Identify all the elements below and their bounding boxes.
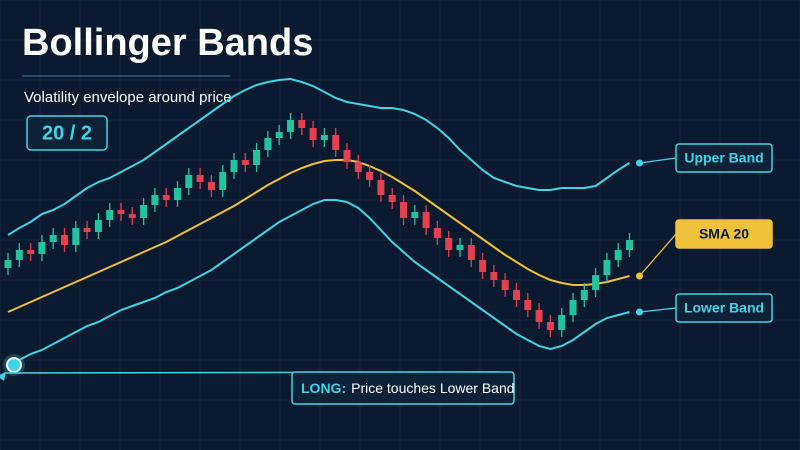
- candle-body: [15, 250, 23, 260]
- badge: 20 / 2: [42, 122, 92, 144]
- candle-body: [61, 235, 68, 245]
- legend-label: SMA 20: [699, 226, 749, 242]
- candle-body: [94, 220, 102, 232]
- candle-body: [433, 228, 441, 238]
- candle-body: [411, 212, 419, 218]
- candle-body: [546, 322, 554, 330]
- candle-body: [309, 128, 317, 140]
- candle-body: [151, 195, 159, 205]
- candle-body: [422, 212, 430, 228]
- candle-body: [38, 242, 46, 254]
- candle-body: [524, 300, 532, 310]
- candle-body: [456, 245, 464, 250]
- bands: [7, 77, 631, 366]
- candle-body: [106, 210, 114, 220]
- candle-body: [569, 300, 577, 315]
- candle-body: [343, 150, 351, 162]
- touch-point: [6, 357, 22, 373]
- legend-box: [675, 143, 773, 173]
- candle-body: [264, 138, 272, 150]
- candle-body: [185, 175, 193, 188]
- candle-body: [49, 235, 57, 242]
- annotation: LONG: Price touches Lower Band: [301, 380, 515, 396]
- annotation-text: Price touches Lower Band: [351, 380, 514, 396]
- candle-body: [626, 240, 633, 250]
- legend-box: [675, 293, 773, 323]
- annotation-label: LONG:: [301, 380, 346, 396]
- candle-body: [27, 250, 35, 254]
- candle-body: [513, 290, 520, 300]
- candle-body: [287, 120, 294, 132]
- candle-body: [400, 202, 407, 218]
- badge-box: [26, 115, 108, 151]
- candle-body: [140, 205, 148, 218]
- legend-dot: [636, 308, 643, 316]
- legend-label: Upper Band: [684, 150, 763, 166]
- legend-label: Lower Band: [684, 300, 764, 316]
- candle-body: [535, 310, 543, 322]
- candle-body: [128, 214, 136, 218]
- candle-body: [196, 175, 204, 182]
- candle-body: [501, 280, 509, 290]
- candle-body: [174, 188, 181, 200]
- candle-body: [377, 180, 385, 195]
- band-line: [7, 77, 631, 236]
- candle-body: [320, 135, 328, 140]
- chart-title: Bollinger Bands: [22, 22, 313, 64]
- annotation-box: [291, 371, 515, 405]
- candle-body: [207, 182, 215, 190]
- candle-body: [490, 272, 498, 280]
- candle-body: [117, 210, 125, 214]
- candle-body: [83, 228, 91, 232]
- legend-box: [675, 219, 773, 249]
- candle-body: [479, 260, 487, 272]
- legend-dot: [636, 159, 643, 167]
- band-line: [7, 159, 630, 313]
- candle-body: [230, 160, 238, 172]
- candle-body: [298, 120, 306, 128]
- legend-connector: [639, 157, 677, 164]
- candle-body: [366, 172, 374, 180]
- candle-body: [580, 290, 588, 300]
- legend-connector: [639, 233, 677, 277]
- legend-connector: [639, 307, 677, 313]
- candle-body: [275, 132, 283, 138]
- candle-body: [558, 315, 566, 330]
- candle-body: [614, 250, 622, 260]
- legend-dot: [636, 272, 643, 280]
- candle-body: [4, 260, 12, 268]
- candle-body: [467, 245, 475, 260]
- candle-body: [592, 275, 600, 290]
- candle-body: [72, 228, 80, 245]
- band-line: [7, 199, 630, 366]
- candle-body: [219, 172, 227, 190]
- candle-body: [162, 195, 170, 200]
- candle-body: [241, 160, 249, 165]
- chart-subtitle: Volatility envelope around price: [24, 89, 232, 106]
- candle-body: [354, 162, 362, 172]
- candle-body: [603, 260, 611, 275]
- candle-body: [445, 238, 453, 250]
- arrow-head: [0, 372, 6, 381]
- candle-body: [388, 195, 396, 202]
- candle-body: [332, 135, 340, 150]
- candle-body: [253, 150, 261, 165]
